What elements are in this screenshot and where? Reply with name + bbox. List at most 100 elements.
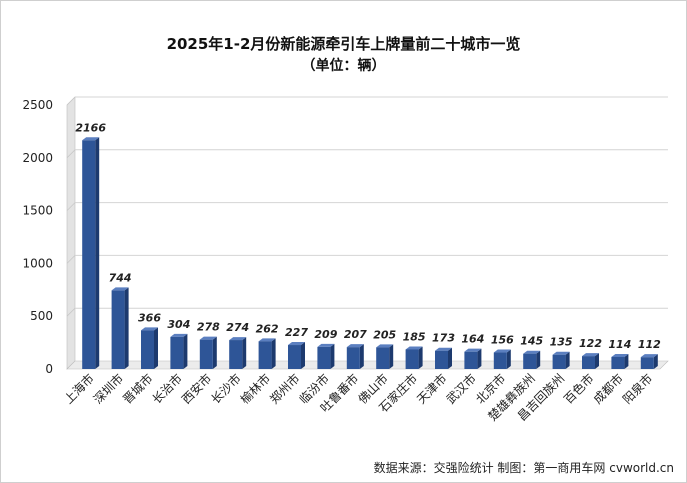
data-label: 156 [491, 334, 514, 347]
x-tick-label: 上海市 [61, 371, 97, 407]
bar [523, 353, 537, 369]
bar-side [359, 344, 364, 369]
y-tick-label: 2000 [22, 151, 53, 165]
data-label: 304 [167, 318, 190, 331]
bar [435, 350, 448, 369]
bar-top [82, 137, 100, 141]
source-note: 数据来源：交强险统计 制图：第一商用车网 cvworld.cn [373, 461, 674, 475]
bar [493, 352, 507, 369]
bar-side [330, 343, 335, 369]
bar-top [376, 344, 394, 348]
data-label: 209 [314, 328, 337, 341]
bar-top [141, 327, 158, 331]
bar-top [464, 348, 482, 352]
gridline-side [66, 307, 76, 317]
y-tick-label: 500 [30, 309, 53, 323]
bar-side [301, 342, 305, 369]
data-label: 173 [432, 332, 455, 345]
x-tick-label: 深圳市 [90, 371, 126, 407]
bar [611, 356, 625, 369]
bar [170, 336, 184, 369]
y-tick-label: 1500 [22, 204, 53, 218]
bar-side [536, 350, 541, 369]
x-tick-label: 天津市 [414, 371, 450, 407]
gridline-side [66, 96, 76, 106]
bar [258, 341, 272, 369]
data-label: 164 [461, 333, 484, 346]
x-tick-label: 百色市 [561, 371, 597, 407]
bar-side [212, 336, 217, 369]
bar-top [170, 333, 188, 337]
data-label: 227 [285, 326, 308, 339]
bar-side [477, 348, 482, 369]
bar [346, 347, 360, 369]
bar-side [271, 338, 276, 369]
bar-side [124, 287, 129, 369]
chart-subtitle: （单位：辆） [301, 58, 386, 74]
bar-side [183, 333, 188, 369]
bar [199, 339, 213, 369]
x-tick-label: 成都市 [590, 371, 626, 407]
bar [288, 345, 301, 369]
bar-side [242, 337, 247, 369]
bar-side [418, 346, 423, 369]
bar [141, 330, 154, 369]
bar-top [435, 347, 452, 351]
bar [464, 351, 478, 369]
bar-top [582, 353, 599, 357]
x-tick-label: 长沙市 [208, 371, 244, 407]
bar-top [288, 342, 305, 346]
chart-floor [66, 360, 669, 370]
y-tick-label: 2500 [22, 98, 53, 112]
bar [111, 290, 125, 369]
gridline-side [66, 202, 76, 211]
chart-side-wall [66, 96, 76, 370]
x-tick-label: 阳泉市 [619, 371, 655, 407]
data-label: 278 [197, 321, 220, 334]
bar [376, 347, 390, 369]
data-label: 135 [550, 336, 573, 349]
x-tick-label: 郑州市 [267, 371, 303, 407]
bar-side [565, 351, 570, 369]
bar [640, 357, 654, 369]
bar-side [95, 137, 100, 369]
bar [552, 354, 566, 369]
bar-top [317, 343, 335, 347]
bar [317, 346, 331, 369]
bar-top [611, 353, 629, 357]
data-label: 744 [109, 271, 132, 284]
gridline-side [66, 255, 76, 264]
bar-side [506, 349, 511, 369]
data-label: 274 [226, 321, 249, 334]
bar [82, 140, 96, 369]
x-tick-label: 西安市 [178, 371, 214, 407]
bar-top [229, 337, 247, 341]
data-label: 262 [256, 322, 279, 335]
bar-side [624, 353, 629, 369]
y-tick-label: 0 [45, 362, 53, 376]
bar-top [523, 350, 541, 354]
data-label: 114 [608, 338, 631, 351]
bar [582, 356, 595, 369]
x-tick-label: 晋城市 [120, 371, 156, 407]
bar-top [199, 336, 217, 340]
x-tick-label: 长治市 [149, 371, 185, 407]
chart-title: 2025年1-2月份新能源牵引车上牌量前二十城市一览 [166, 35, 521, 53]
bar-side [448, 347, 452, 369]
data-label: 205 [373, 328, 396, 341]
bar [405, 349, 419, 369]
bar-side [389, 344, 394, 369]
data-label: 122 [579, 337, 602, 350]
bar-top [493, 349, 511, 353]
bar-top [552, 351, 570, 355]
bar-side [154, 327, 158, 369]
data-label: 2166 [75, 121, 106, 134]
data-label: 207 [344, 328, 367, 341]
bar [229, 340, 243, 369]
gridline-side [66, 149, 76, 159]
bar-top [346, 344, 364, 348]
x-tick-label: 武汉市 [443, 371, 479, 407]
bar-side [653, 354, 658, 369]
